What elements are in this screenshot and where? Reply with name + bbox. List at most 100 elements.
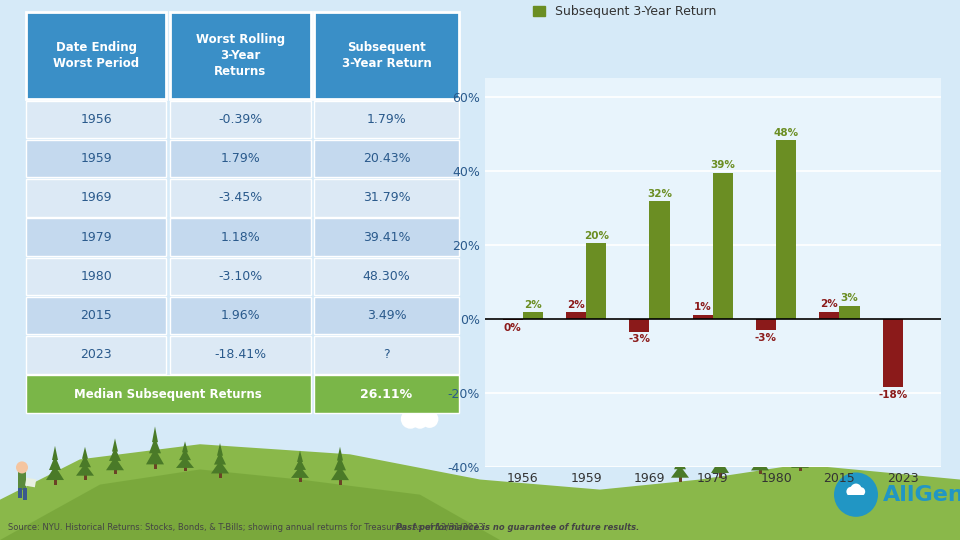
Text: 39.41%: 39.41% [363, 231, 410, 244]
Polygon shape [717, 439, 723, 453]
Polygon shape [751, 458, 769, 470]
Polygon shape [714, 449, 726, 463]
Polygon shape [754, 449, 766, 462]
Text: 1.96%: 1.96% [221, 309, 260, 322]
FancyBboxPatch shape [314, 375, 459, 413]
Polygon shape [291, 467, 309, 478]
Bar [183, 466, 186, 471]
Text: 48.30%: 48.30% [363, 270, 411, 283]
FancyBboxPatch shape [26, 258, 166, 295]
Bar [23, 488, 27, 500]
Bar [819, 312, 839, 319]
Text: 1959: 1959 [81, 152, 112, 165]
Bar [848, 495, 864, 503]
Polygon shape [297, 450, 303, 462]
Bar [718, 471, 722, 477]
FancyBboxPatch shape [314, 258, 459, 295]
Bar [18, 488, 22, 498]
Polygon shape [0, 444, 960, 540]
Polygon shape [182, 441, 188, 453]
Bar [565, 312, 587, 319]
Circle shape [412, 413, 428, 429]
Polygon shape [46, 466, 64, 480]
FancyBboxPatch shape [314, 336, 459, 374]
FancyBboxPatch shape [170, 297, 310, 334]
Polygon shape [797, 441, 803, 453]
Text: 26.11%: 26.11% [361, 388, 413, 401]
Bar [650, 201, 670, 319]
Text: -3%: -3% [755, 333, 777, 343]
Polygon shape [674, 457, 686, 469]
Polygon shape [711, 458, 729, 473]
Circle shape [400, 409, 420, 429]
Text: 2023: 2023 [81, 348, 112, 361]
Circle shape [852, 488, 860, 496]
FancyBboxPatch shape [26, 218, 166, 256]
FancyBboxPatch shape [26, 12, 166, 99]
Text: 39%: 39% [710, 160, 735, 171]
Bar [502, 319, 523, 320]
Bar [776, 140, 797, 319]
Circle shape [409, 403, 431, 426]
Polygon shape [791, 457, 809, 468]
Polygon shape [0, 469, 500, 540]
Bar [679, 476, 682, 482]
FancyBboxPatch shape [170, 179, 310, 217]
Circle shape [663, 401, 680, 417]
Bar [523, 312, 543, 319]
Text: 1956: 1956 [81, 113, 112, 126]
FancyBboxPatch shape [314, 218, 459, 256]
Legend: Worst Rolling 3-Year Returns, Subsequent 3-Year Return: Worst Rolling 3-Year Returns, Subsequent… [528, 0, 735, 23]
Polygon shape [49, 456, 61, 470]
Polygon shape [214, 452, 226, 464]
Text: 1%: 1% [694, 302, 711, 312]
Bar [882, 319, 902, 387]
Text: 2%: 2% [821, 299, 838, 309]
Text: -3.10%: -3.10% [218, 270, 262, 283]
Polygon shape [337, 447, 343, 461]
Bar [629, 319, 650, 332]
Polygon shape [211, 461, 229, 474]
Polygon shape [294, 458, 306, 470]
Polygon shape [757, 440, 763, 453]
Text: -3.45%: -3.45% [218, 191, 262, 204]
Text: 2015: 2015 [81, 309, 112, 322]
Text: 1979: 1979 [81, 231, 112, 244]
Text: -18%: -18% [878, 390, 907, 400]
Text: 3%: 3% [841, 293, 858, 303]
Circle shape [811, 402, 828, 419]
Text: 20.43%: 20.43% [363, 152, 410, 165]
Polygon shape [146, 449, 164, 464]
Bar [799, 466, 802, 471]
Polygon shape [76, 464, 94, 476]
Polygon shape [217, 443, 223, 456]
Circle shape [670, 395, 690, 415]
Text: 0%: 0% [504, 323, 521, 333]
Polygon shape [334, 456, 346, 470]
FancyBboxPatch shape [26, 140, 166, 177]
FancyBboxPatch shape [26, 375, 310, 413]
Text: 1.79%: 1.79% [367, 113, 406, 126]
Text: ?: ? [383, 348, 390, 361]
Text: 2%: 2% [567, 300, 585, 310]
Text: Date Ending
Worst Period: Date Ending Worst Period [53, 41, 139, 70]
Circle shape [821, 407, 834, 421]
Text: 48%: 48% [774, 127, 799, 138]
Bar [54, 478, 57, 484]
Circle shape [814, 409, 826, 421]
Polygon shape [106, 457, 124, 470]
FancyBboxPatch shape [314, 100, 459, 138]
FancyBboxPatch shape [170, 12, 310, 99]
Text: AllGen: AllGen [883, 484, 960, 505]
Circle shape [420, 410, 439, 428]
Text: -18.41%: -18.41% [214, 348, 266, 361]
Text: 32%: 32% [647, 188, 672, 199]
FancyBboxPatch shape [170, 258, 310, 295]
Polygon shape [79, 455, 91, 467]
Circle shape [856, 487, 865, 496]
Bar [587, 244, 607, 319]
Polygon shape [677, 449, 683, 461]
Bar [839, 306, 860, 319]
FancyBboxPatch shape [26, 100, 166, 138]
Bar [339, 478, 342, 484]
